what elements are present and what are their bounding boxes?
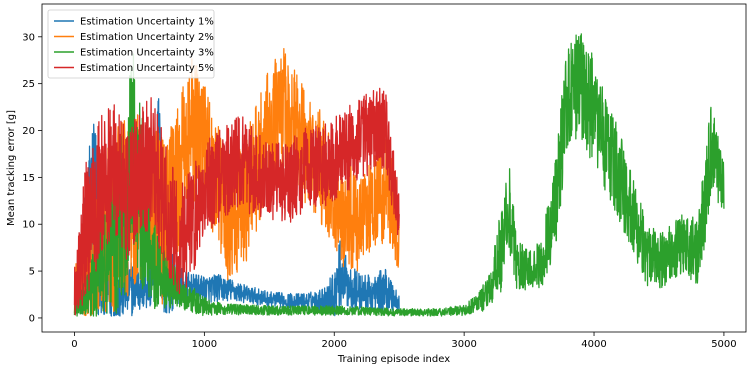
y-axis-ticks: 0 5 10 15 20 25 30 xyxy=(22,32,42,324)
y-tick-label: 30 xyxy=(22,32,35,43)
legend-label-3: Estimation Uncertainty 3% xyxy=(80,48,214,59)
x-tick-label: 0 xyxy=(71,339,77,350)
legend-box xyxy=(47,9,215,79)
plot-lines xyxy=(73,33,725,317)
y-tick-label: 20 xyxy=(22,126,35,137)
series-line-3 xyxy=(73,33,725,317)
series-line-4 xyxy=(73,87,400,316)
y-tick-label: 25 xyxy=(22,79,35,90)
legend-label-4: Estimation Uncertainty 5% xyxy=(80,63,214,74)
x-tick-label: 3000 xyxy=(451,339,476,350)
x-axis-ticks: 0 1000 2000 3000 4000 5000 xyxy=(71,332,737,350)
legend-label-2: Estimation Uncertainty 2% xyxy=(80,32,214,43)
y-tick-label: 5 xyxy=(29,267,35,278)
legend: Estimation Uncertainty 1% Estimation Unce… xyxy=(47,9,215,79)
x-tick-label: 4000 xyxy=(581,339,606,350)
legend-items: Estimation Uncertainty 1% Estimation Unce… xyxy=(54,17,214,74)
x-tick-label: 2000 xyxy=(322,339,347,350)
y-axis-label: Mean tracking error [g] xyxy=(6,110,17,226)
series-line-1 xyxy=(73,98,400,317)
legend-label-1: Estimation Uncertainty 1% xyxy=(80,17,214,28)
x-tick-label: 5000 xyxy=(711,339,736,350)
x-axis-label: Training episode index xyxy=(337,354,450,365)
y-tick-label: 0 xyxy=(29,313,35,324)
y-tick-label: 15 xyxy=(22,173,35,184)
y-tick-label: 10 xyxy=(22,220,35,231)
plot-frame xyxy=(41,3,747,333)
x-tick-label: 1000 xyxy=(192,339,217,350)
